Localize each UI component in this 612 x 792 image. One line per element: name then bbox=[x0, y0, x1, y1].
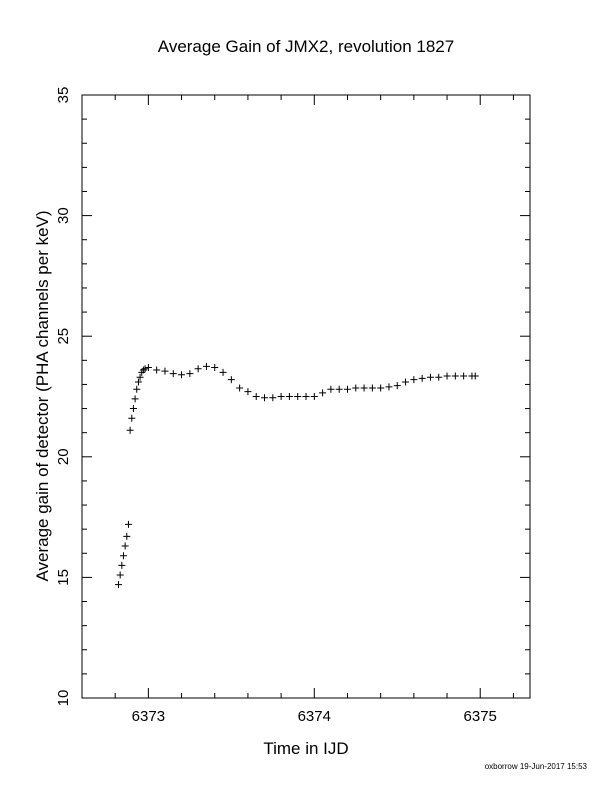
data-point bbox=[124, 520, 132, 528]
y-tick-label: 20 bbox=[55, 448, 72, 465]
data-point bbox=[136, 373, 144, 381]
y-tick-label: 25 bbox=[55, 328, 72, 345]
data-point bbox=[119, 552, 127, 560]
data-point bbox=[153, 366, 161, 374]
data-point bbox=[261, 394, 269, 402]
data-point bbox=[128, 414, 136, 422]
data-point bbox=[118, 561, 126, 569]
data-point bbox=[310, 393, 318, 400]
data-point bbox=[377, 384, 385, 392]
plot-frame bbox=[81, 94, 531, 699]
data-point bbox=[252, 393, 260, 400]
data-point bbox=[144, 364, 152, 372]
data-point bbox=[410, 376, 418, 384]
footer-timestamp: oxborrow 19-Jun-2017 15:53 bbox=[485, 762, 588, 771]
data-point bbox=[129, 405, 137, 413]
data-point bbox=[169, 370, 177, 378]
data-point bbox=[133, 385, 141, 393]
data-point bbox=[471, 372, 479, 380]
data-point bbox=[219, 368, 227, 376]
data-point bbox=[116, 571, 124, 579]
data-point bbox=[343, 385, 351, 393]
data-point bbox=[227, 376, 235, 384]
data-point bbox=[360, 384, 368, 392]
data-point bbox=[269, 394, 277, 402]
data-point bbox=[302, 393, 310, 400]
data-point bbox=[352, 384, 360, 392]
data-point bbox=[294, 393, 302, 400]
data-series bbox=[115, 362, 479, 589]
data-point bbox=[319, 389, 327, 397]
data-point bbox=[426, 373, 434, 381]
data-point bbox=[285, 393, 293, 400]
data-point bbox=[202, 362, 210, 370]
data-point bbox=[126, 426, 134, 434]
x-tick-label: 6374 bbox=[298, 708, 331, 725]
data-point bbox=[123, 532, 131, 540]
data-point bbox=[194, 365, 202, 373]
data-point bbox=[244, 388, 252, 396]
data-point bbox=[211, 364, 219, 372]
data-point bbox=[186, 370, 194, 378]
data-point bbox=[385, 383, 393, 391]
x-axis-label: Time in IJD bbox=[263, 739, 348, 758]
data-point bbox=[402, 378, 410, 386]
x-tick-label: 6375 bbox=[464, 708, 497, 725]
data-point bbox=[161, 367, 169, 375]
data-point bbox=[393, 382, 401, 390]
data-point bbox=[236, 384, 244, 392]
y-tick-label: 35 bbox=[55, 87, 72, 104]
x-tick-label: 6373 bbox=[132, 708, 165, 725]
data-point bbox=[451, 372, 459, 380]
y-axis-ticks: 10 15 20 25 30 35 bbox=[55, 87, 530, 707]
data-point bbox=[134, 378, 142, 386]
data-point bbox=[460, 372, 468, 380]
y-tick-label: 30 bbox=[55, 207, 72, 224]
data-point bbox=[121, 542, 129, 550]
data-point bbox=[141, 365, 149, 373]
data-point bbox=[178, 371, 186, 379]
data-point bbox=[115, 581, 123, 589]
data-point bbox=[335, 385, 343, 393]
y-tick-label: 10 bbox=[55, 690, 72, 707]
data-point bbox=[418, 374, 426, 382]
chart-title: Average Gain of JMX2, revolution 1827 bbox=[158, 37, 454, 56]
data-point bbox=[435, 373, 443, 381]
data-point bbox=[131, 395, 139, 403]
data-point bbox=[277, 393, 285, 400]
data-point bbox=[368, 384, 376, 392]
data-point bbox=[327, 385, 335, 393]
data-point bbox=[443, 372, 451, 380]
y-tick-label: 15 bbox=[55, 569, 72, 586]
data-point bbox=[139, 366, 147, 374]
x-axis-ticks: 6373 6374 6375 bbox=[81, 95, 514, 725]
y-axis-label: Average gain of detector (PHA channels p… bbox=[33, 210, 52, 581]
